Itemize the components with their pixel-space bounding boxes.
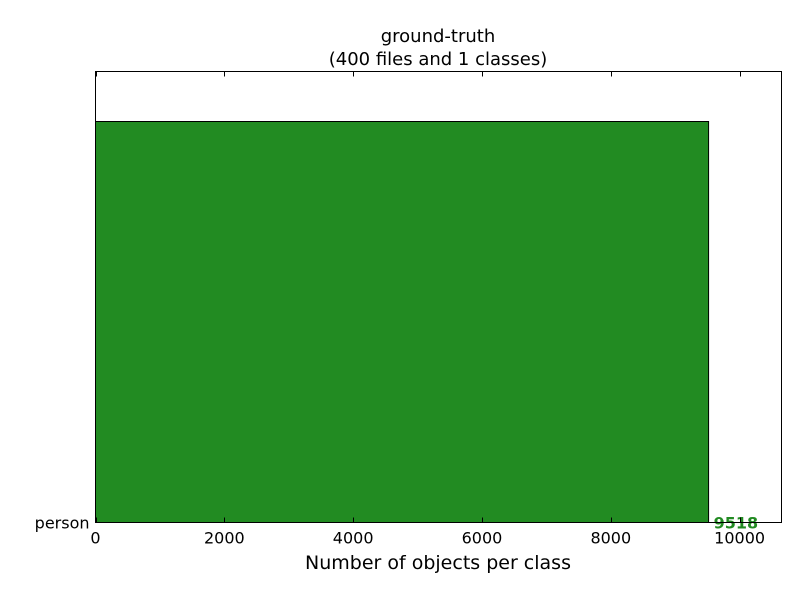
- chart-subtitle: (400 files and 1 classes): [329, 49, 548, 70]
- x-tick-label: 10000: [714, 529, 765, 548]
- bar-person: [95, 121, 710, 523]
- x-axis-ticks: 0 2000 4000 6000 8000 10000: [90, 71, 765, 548]
- y-tick-label-person: person: [35, 514, 90, 533]
- chart-title: ground-truth: [381, 26, 496, 47]
- x-tick-label: 2000: [204, 529, 245, 548]
- x-tick-label: 8000: [590, 529, 631, 548]
- x-tick-label: 4000: [333, 529, 374, 548]
- x-axis-label: Number of objects per class: [305, 552, 571, 574]
- x-tick-label: 6000: [462, 529, 503, 548]
- plot-frame: [95, 71, 782, 523]
- bars-layer: 9518: [95, 121, 758, 533]
- y-axis-labels: person: [35, 514, 90, 533]
- x-tick-label: 0: [90, 529, 100, 548]
